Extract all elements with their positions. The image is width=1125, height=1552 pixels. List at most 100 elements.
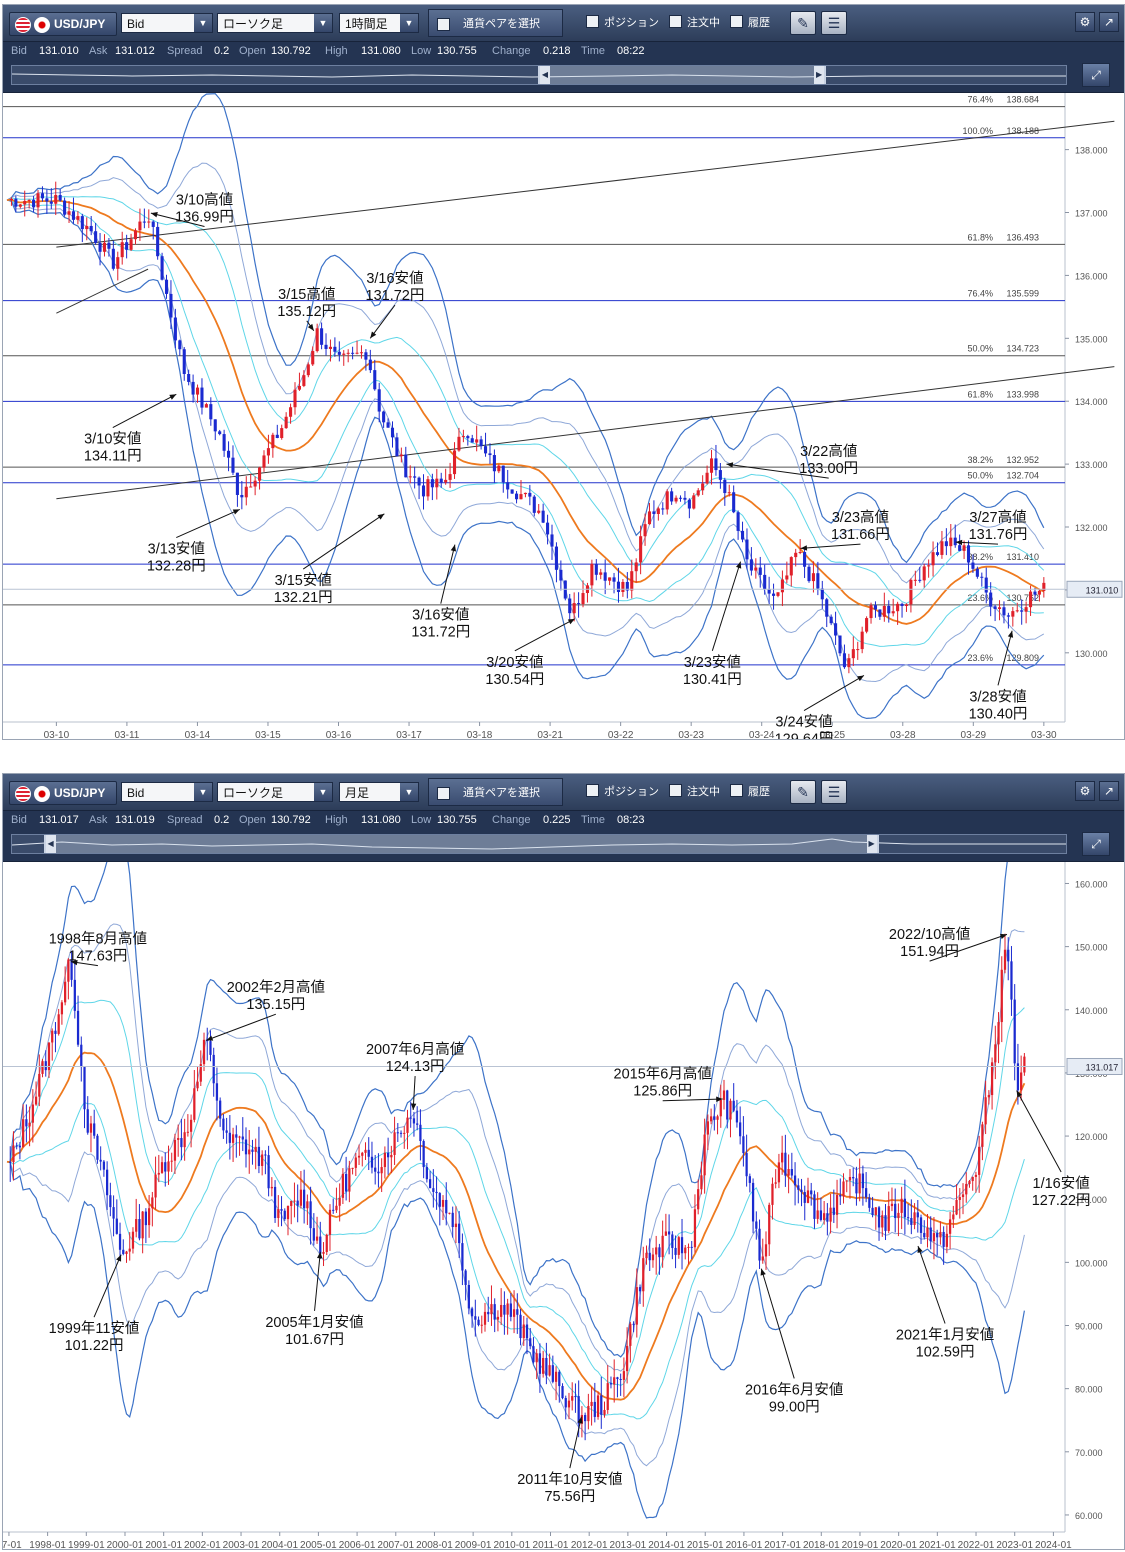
toggle-position[interactable]: ポジション [586,784,659,799]
gear-icon[interactable]: ⚙ [1075,781,1095,801]
candle-body [160,256,164,280]
x-tick-label: 03-28 [890,730,916,739]
candle-body [303,1189,306,1209]
candle-body [835,1195,839,1215]
annotation-arrowhead [917,1246,923,1253]
annotation-value: 131.72円 [411,625,470,641]
currency-pair-button[interactable]: USD/JPY [9,781,117,805]
gear-icon[interactable]: ⚙ [1075,12,1095,32]
annotation-arrowhead [736,561,742,569]
annotation-arrowhead [567,618,575,625]
us-flag-icon [15,786,31,802]
candle-body [275,434,279,439]
candle-body [445,1199,448,1214]
candle-body [784,1152,787,1176]
candle-body [404,454,408,478]
candle-body [639,536,643,563]
timeframe-select[interactable]: 1時間足 ▼ [339,13,419,33]
fib-pct-label: 23.6% [967,593,993,603]
candle-body [156,226,160,257]
x-tick-label: 03-22 [608,730,634,739]
bollinger-band [6,1161,1025,1519]
candle-body [774,1182,777,1184]
candle-body [409,1117,412,1119]
expand-icon[interactable]: ⤢ [1082,63,1110,87]
indicator-list-icon[interactable]: ☰ [821,780,847,804]
candle-body [948,1219,952,1234]
annotation-value: 130.40円 [969,706,1028,722]
candle-body [936,1233,939,1238]
x-tick-label: 03-15 [255,730,281,739]
pair-select-button[interactable]: 通貨ペアを選択 [428,9,563,37]
candle-body [22,1119,25,1148]
candle-body [1037,590,1041,595]
candle-body [311,351,315,365]
navigator-window[interactable]: ◀ ▶ [538,66,827,84]
navigator[interactable]: ◀ ▶ ⤢ [3,61,1124,93]
annotation-arrow [150,212,205,227]
pair-select-button[interactable]: 通貨ペアを選択 [428,778,563,806]
price-type-select[interactable]: Bid ▼ [121,13,213,33]
indicator-list-icon[interactable]: ☰ [821,11,847,35]
chart-panel-monthly: USD/JPY Bid ▼ ローソク足 ▼ 月足 ▼ 通貨ペアを選択 ポジション 注文… [2,773,1125,1550]
expand-icon[interactable]: ⤢ [1082,832,1110,856]
candle-body [209,1041,212,1055]
candle-body [955,1199,958,1215]
navigator-window[interactable]: ◀ ▶ [43,835,879,853]
chart-type-select[interactable]: ローソク足 ▼ [217,782,333,802]
chart-type-select[interactable]: ローソク足 ▼ [217,13,333,33]
drawing-tool-icon[interactable]: ✎ [790,780,816,804]
candle-body [609,1383,613,1385]
chevron-down-icon: ▼ [194,783,212,801]
candle-body [196,1081,199,1089]
annotation-arrowhead [206,1035,214,1041]
candle-body [173,1139,177,1161]
toggle-history[interactable]: 履歴 [730,784,770,799]
drawing-tool-icon[interactable]: ✎ [790,11,816,35]
candle-body [439,478,443,483]
annotation-label: 2007年6月高値 [366,1041,464,1058]
candle-body [670,491,674,502]
candle-body [855,1178,858,1194]
candle-body [501,465,505,483]
y-tick-label: 110.000 [1075,1195,1107,1205]
candle-body [333,346,337,352]
candle-body [965,1183,968,1195]
annotation-value: 101.67円 [285,1332,344,1348]
candle-body [864,1188,868,1198]
annotation-label: 3/16安値 [366,270,423,287]
candle-body [705,472,709,484]
toggle-orders[interactable]: 注文中 [669,15,720,30]
bollinger-band [6,196,1045,604]
popout-icon[interactable]: ↗ [1099,12,1119,32]
fib-pct-label: 38.2% [967,552,993,562]
candle-body [215,1083,219,1101]
candle-body [277,1209,280,1218]
chart-area-monthly[interactable]: 60.00070.00080.00090.000100.000110.00012… [3,862,1124,1549]
navigator-track[interactable]: ◀ ▶ [11,834,1067,854]
x-tick-label: 2007-01 [377,1540,414,1549]
candle-body [38,1073,41,1097]
candle-body [359,352,364,354]
candle-body [64,981,67,1003]
chart-area-hourly[interactable]: 130.000131.000132.000133.000134.000135.0… [3,93,1124,739]
candle-body [432,1188,435,1192]
candle-body [726,1090,729,1120]
bollinger-band [6,1101,1025,1420]
fib-pct-label: 23.6% [967,653,993,663]
navigator[interactable]: ◀ ▶ ⤢ [3,830,1124,862]
annotation-label: 2005年1月安値 [265,1314,363,1331]
timeframe-select[interactable]: 月足 ▼ [339,782,419,802]
annotation-arrow [176,508,240,539]
popout-icon[interactable]: ↗ [1099,781,1119,801]
trendline [56,268,149,314]
price-type-select[interactable]: Bid ▼ [121,782,213,802]
toggle-position[interactable]: ポジション [586,15,659,30]
toggle-history[interactable]: 履歴 [730,15,770,30]
candle-body [477,1319,480,1326]
candle-body [755,1221,758,1229]
candle-body [157,1172,160,1175]
toggle-orders[interactable]: 注文中 [669,784,720,799]
currency-pair-button[interactable]: USD/JPY [9,12,117,36]
navigator-track[interactable]: ◀ ▶ [11,65,1067,85]
